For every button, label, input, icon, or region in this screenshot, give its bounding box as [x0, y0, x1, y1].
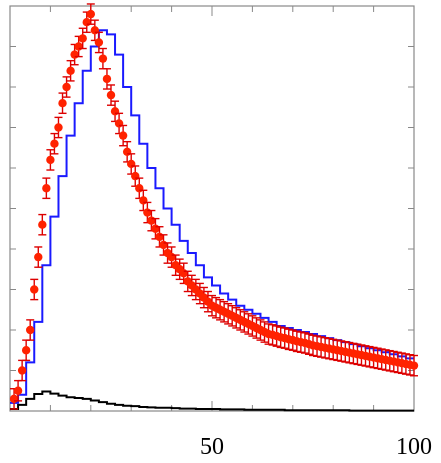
point-marker [26, 325, 35, 335]
series-points [9, 3, 419, 410]
data-point [30, 278, 39, 301]
point-marker [54, 123, 63, 132]
point-marker [155, 232, 164, 242]
point-marker [46, 155, 55, 165]
x-tick-labels: 50 100 [200, 434, 432, 460]
data-point [131, 165, 140, 187]
point-marker [147, 216, 156, 225]
point-marker [42, 184, 51, 193]
data-point [42, 177, 51, 200]
point-marker [86, 9, 96, 19]
data-point [110, 100, 120, 123]
data-point [102, 68, 112, 90]
point-marker [110, 107, 120, 116]
point-marker [90, 26, 100, 35]
data-point [122, 140, 132, 163]
point-marker [409, 361, 419, 370]
data-point [139, 189, 148, 212]
point-marker [94, 38, 104, 47]
data-point [228, 305, 237, 327]
point-marker [30, 285, 39, 294]
data-point [58, 92, 67, 115]
point-marker [58, 99, 67, 108]
point-marker [159, 240, 168, 250]
point-marker [127, 159, 136, 169]
point-marker [167, 252, 176, 262]
point-marker [114, 119, 124, 128]
data-point [106, 84, 116, 106]
point-marker [122, 147, 132, 156]
data-point [94, 31, 104, 54]
point-marker [131, 171, 140, 181]
data-point [135, 177, 144, 200]
point-marker [98, 54, 108, 63]
point-marker [179, 269, 188, 278]
point-marker [70, 50, 79, 59]
data-point [21, 339, 31, 362]
data-point [78, 27, 87, 50]
point-marker [50, 139, 59, 148]
data-point [114, 112, 124, 135]
point-marker [9, 394, 19, 404]
data-point [175, 258, 184, 281]
data-point [66, 59, 75, 82]
point-marker [135, 184, 144, 193]
point-marker [139, 196, 148, 205]
point-marker [102, 74, 112, 84]
x-tick-label-50: 50 [200, 434, 224, 460]
data-point [127, 153, 136, 175]
point-marker [62, 82, 71, 92]
data-point [98, 47, 108, 70]
x-tick-label-100: 100 [396, 434, 432, 460]
data-point [26, 319, 35, 341]
data-point [46, 149, 55, 171]
point-marker [66, 66, 75, 76]
point-marker [118, 131, 128, 140]
point-marker [34, 252, 43, 262]
data-point [62, 76, 71, 98]
data-point [171, 254, 180, 277]
point-marker [151, 224, 160, 233]
data-point [17, 359, 27, 382]
data-point [38, 213, 47, 236]
data-point [409, 354, 419, 377]
data-point [118, 124, 128, 147]
point-marker [13, 386, 23, 395]
data-point [90, 19, 100, 42]
point-marker [82, 18, 91, 27]
point-marker [17, 366, 27, 375]
point-marker [21, 346, 31, 355]
point-marker [38, 220, 47, 229]
data-point [34, 246, 43, 268]
step-series-2 [10, 390, 414, 412]
point-marker [74, 42, 83, 51]
data-point [54, 116, 63, 139]
point-marker [106, 90, 116, 100]
data-point [86, 3, 96, 25]
data-point [50, 132, 59, 155]
point-marker [143, 208, 152, 217]
point-marker [78, 34, 87, 43]
data-point [191, 278, 201, 301]
